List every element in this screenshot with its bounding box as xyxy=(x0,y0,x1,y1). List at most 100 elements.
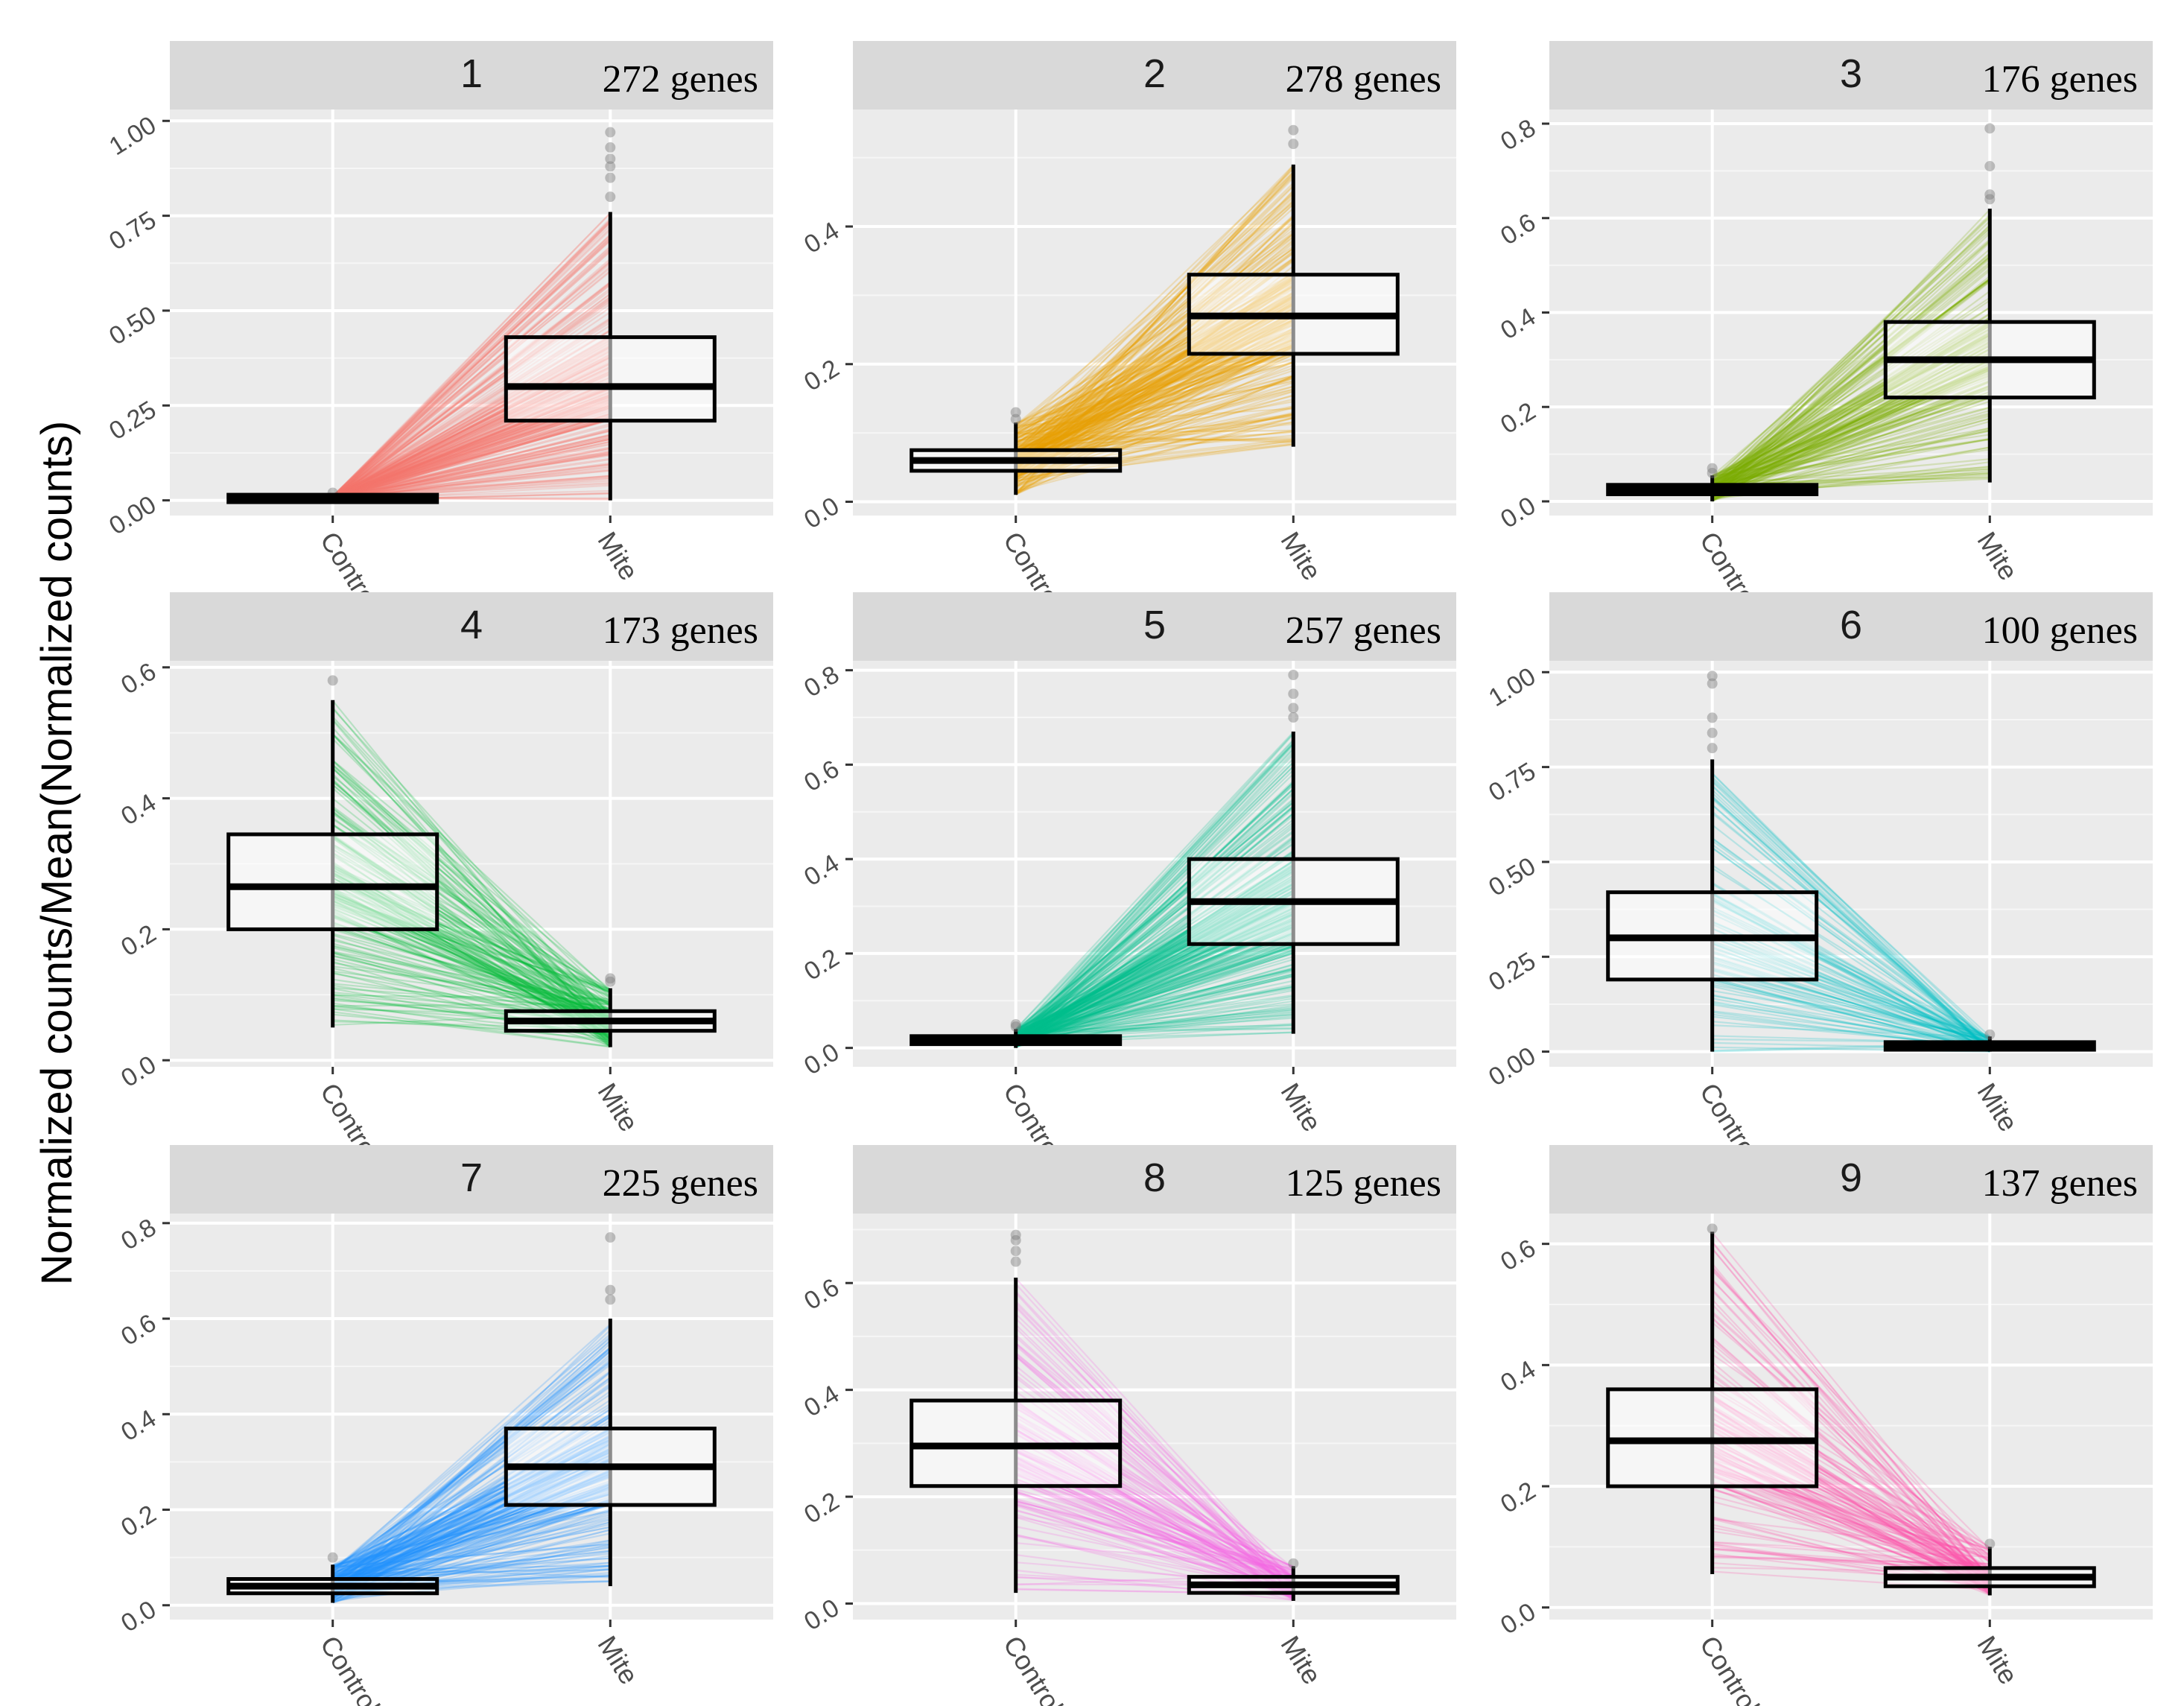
gene-line xyxy=(1015,1503,1294,1569)
gene-line xyxy=(1015,336,1294,451)
control-outlier xyxy=(1010,1256,1021,1267)
gene-line xyxy=(1015,164,1295,453)
gene-line xyxy=(331,700,612,1041)
gene-line xyxy=(332,1371,611,1598)
gene-line xyxy=(332,416,611,501)
gene-line xyxy=(332,436,611,498)
gene-line xyxy=(1015,743,1295,1044)
gene-line xyxy=(332,407,611,501)
gene-line xyxy=(1712,824,1990,1042)
gene-line xyxy=(1712,261,1990,487)
gene-line xyxy=(332,288,611,497)
gene-line xyxy=(332,407,611,500)
gene-line xyxy=(1015,798,1295,1033)
gene-line xyxy=(1015,933,1294,1047)
facet-gene-count: 272 genes xyxy=(603,58,758,101)
gene-line xyxy=(1015,375,1294,495)
gene-line xyxy=(332,408,611,499)
mite-outlier xyxy=(1288,712,1299,723)
gene-line xyxy=(1015,203,1295,459)
gene-line xyxy=(1712,390,1990,496)
control-outlier xyxy=(1707,670,1718,682)
gene-line xyxy=(1015,966,1294,1038)
gene-line xyxy=(332,1502,611,1582)
mite-outlier xyxy=(1984,1538,1996,1550)
gene-line xyxy=(1712,448,1990,490)
control-outlier xyxy=(1707,1223,1718,1234)
gene-line xyxy=(1015,805,1295,1046)
gene-line xyxy=(332,994,611,1000)
gene-line xyxy=(1015,378,1294,454)
control-outlier xyxy=(1707,463,1718,474)
gene-line xyxy=(1015,416,1294,490)
gene-line xyxy=(1015,1345,1295,1585)
gene-line xyxy=(1712,812,1990,1041)
mite-outlier xyxy=(605,973,616,984)
gene-line xyxy=(331,706,612,1041)
gene-line xyxy=(1712,458,1990,486)
gene-line xyxy=(1015,194,1295,451)
gene-line xyxy=(1712,1024,1990,1038)
gene-line xyxy=(331,233,612,498)
gene-line xyxy=(1015,341,1294,460)
gene-line xyxy=(1015,174,1295,469)
gene-line xyxy=(1015,802,1294,1032)
gene-line xyxy=(1015,388,1294,457)
gene-line xyxy=(1015,192,1295,472)
gene-line xyxy=(332,450,611,498)
gene-line xyxy=(1015,223,1295,466)
gene-line xyxy=(331,767,612,1044)
gene-line xyxy=(1015,995,1294,1042)
gene-line xyxy=(1015,931,1294,1042)
gene-line xyxy=(1015,193,1295,426)
gene-line xyxy=(332,1356,611,1577)
facet-gene-count: 257 genes xyxy=(1286,609,1441,652)
gene-line xyxy=(332,413,611,497)
gene-line xyxy=(1711,240,1991,487)
gene-line xyxy=(1712,394,1990,487)
gene-line xyxy=(1711,776,1991,1041)
gene-line xyxy=(1712,385,1990,498)
gene-line xyxy=(1711,798,1991,1052)
gene-line xyxy=(331,1350,612,1583)
gene-line xyxy=(332,938,611,1024)
gene-line xyxy=(1711,792,1991,1053)
gene-line xyxy=(332,270,611,497)
gene-line xyxy=(331,733,612,1036)
gene-line xyxy=(1015,742,1295,1036)
gene-line xyxy=(332,453,611,500)
gene-line xyxy=(1711,1304,1991,1590)
gene-line xyxy=(332,282,611,500)
gene-line xyxy=(1015,740,1295,1039)
gene-line xyxy=(1015,781,1295,1045)
control-outlier xyxy=(1707,467,1718,478)
mite-outlier xyxy=(1288,124,1299,136)
gene-line xyxy=(1015,1569,1294,1602)
gene-line xyxy=(332,284,611,501)
gene-line xyxy=(1015,165,1295,481)
gene-line xyxy=(1712,466,1990,485)
gene-line xyxy=(332,1518,611,1578)
gene-line xyxy=(331,1329,612,1584)
gene-line xyxy=(332,443,611,498)
gene-line xyxy=(332,916,611,1018)
gene-line xyxy=(332,1384,611,1593)
gene-line xyxy=(331,764,612,1000)
gene-line xyxy=(331,1354,612,1595)
gene-line xyxy=(1712,1470,1990,1582)
gene-line xyxy=(331,1358,612,1594)
gene-line xyxy=(332,447,611,501)
gene-line xyxy=(1712,843,1990,1047)
gene-line xyxy=(1015,801,1294,1031)
mite-outlier xyxy=(605,976,616,987)
gene-line xyxy=(332,434,611,497)
gene-line xyxy=(332,410,611,501)
gene-line xyxy=(1015,813,1295,1047)
gene-line xyxy=(1015,932,1294,1046)
gene-line xyxy=(332,1499,611,1585)
gene-line xyxy=(1015,337,1294,460)
gene-line xyxy=(1015,945,1294,1032)
control-outlier xyxy=(1010,407,1021,418)
gene-line xyxy=(332,927,611,1015)
